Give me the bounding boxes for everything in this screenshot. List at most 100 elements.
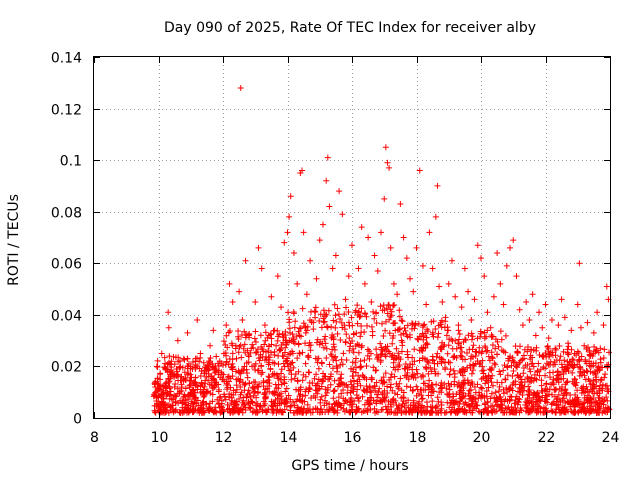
cloud-point <box>209 361 216 368</box>
cloud-point <box>373 408 380 415</box>
cloud-point <box>421 321 428 328</box>
x-tick-label: 22 <box>538 430 556 446</box>
cloud-point <box>427 409 434 416</box>
cloud-point <box>552 352 559 359</box>
cloud-point <box>238 389 245 396</box>
cloud-point <box>431 360 438 367</box>
cloud-point <box>475 349 482 356</box>
cloud-point <box>335 311 342 318</box>
cloud-point <box>602 404 609 411</box>
data-point <box>168 358 175 365</box>
cloud-point <box>390 359 397 366</box>
cloud-point <box>206 400 213 407</box>
cloud-point <box>498 379 505 386</box>
cloud-point <box>288 402 295 409</box>
cloud-point <box>446 371 453 378</box>
cloud-point <box>184 365 191 372</box>
data-point <box>242 257 249 264</box>
cloud-point <box>271 370 278 377</box>
cloud-point <box>379 307 386 314</box>
cloud-point <box>306 379 313 386</box>
cloud-point <box>484 347 491 354</box>
data-point <box>300 229 307 236</box>
cloud-point <box>252 360 259 367</box>
cloud-point <box>534 389 541 396</box>
cloud-point <box>338 356 345 363</box>
cloud-point <box>519 392 526 399</box>
cloud-point <box>382 327 389 334</box>
data-point <box>478 255 484 262</box>
cloud-point <box>295 328 302 335</box>
cloud-point <box>428 392 435 399</box>
cloud-point <box>446 404 453 411</box>
cloud-point <box>269 409 276 416</box>
cloud-point <box>253 348 260 355</box>
data-point <box>381 195 388 202</box>
cloud-point <box>432 326 439 333</box>
cloud-point <box>170 408 177 415</box>
cloud-point <box>491 360 498 367</box>
cloud-point <box>466 362 473 369</box>
cloud-point <box>409 387 416 394</box>
data-point <box>249 363 256 370</box>
cloud-point <box>387 401 394 408</box>
cloud-point <box>494 351 501 358</box>
cloud-point <box>294 404 301 411</box>
data-point <box>386 164 393 171</box>
cloud-point <box>167 373 174 380</box>
cloud-point <box>379 320 386 327</box>
cloud-point <box>350 345 357 352</box>
cloud-point <box>545 348 552 355</box>
cloud-point <box>381 379 388 386</box>
cloud-point <box>587 380 594 387</box>
cloud-point <box>319 340 326 347</box>
cloud-point <box>506 396 513 403</box>
data-point <box>157 376 164 383</box>
cloud-point <box>472 399 479 406</box>
cloud-point <box>355 349 362 356</box>
cloud-point <box>276 400 283 407</box>
cloud-point <box>564 358 571 365</box>
cloud-point <box>488 331 495 338</box>
cloud-point <box>373 379 380 386</box>
cloud-point <box>350 377 357 384</box>
y-tick-label: 0.02 <box>51 360 82 376</box>
cloud-point <box>296 396 303 403</box>
cloud-point <box>569 396 576 403</box>
cloud-point <box>375 389 382 396</box>
cloud-point <box>324 386 331 393</box>
cloud-point <box>582 409 589 416</box>
data-point <box>558 296 565 303</box>
cloud-point <box>396 307 403 314</box>
cloud-point <box>598 400 605 407</box>
data-point <box>216 358 223 365</box>
cloud-point <box>331 377 338 384</box>
cloud-point <box>403 331 410 338</box>
cloud-point <box>341 408 348 415</box>
cloud-point <box>402 366 409 373</box>
cloud-point <box>250 378 257 385</box>
cloud-point <box>395 350 402 357</box>
cloud-point <box>401 403 408 410</box>
cloud-point <box>349 337 356 344</box>
cloud-point <box>382 353 389 360</box>
cloud-point <box>586 349 593 356</box>
cloud-point <box>177 377 184 384</box>
cloud-point <box>346 322 353 329</box>
cloud-point <box>312 355 319 362</box>
cloud-point <box>419 402 426 409</box>
cloud-point <box>353 364 360 371</box>
data-point <box>336 188 343 195</box>
cloud-point <box>331 387 338 394</box>
cloud-point <box>275 361 282 368</box>
cloud-point <box>492 389 499 396</box>
data-point <box>507 244 514 251</box>
cloud-point <box>420 380 427 387</box>
cloud-point <box>502 396 509 403</box>
cloud-point <box>382 318 389 325</box>
cloud-point <box>335 383 342 390</box>
cloud-point <box>164 361 171 368</box>
cloud-point <box>249 409 256 416</box>
cloud-point <box>476 389 483 396</box>
cloud-point <box>497 328 504 335</box>
